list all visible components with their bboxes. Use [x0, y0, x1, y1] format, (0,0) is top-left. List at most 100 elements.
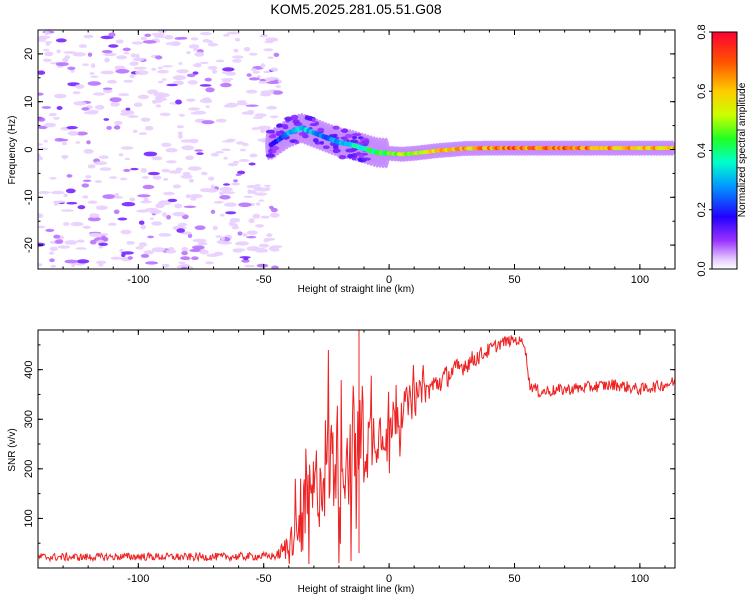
noise-blob [256, 202, 261, 206]
noise-blob [194, 51, 205, 57]
noise-blob [194, 149, 203, 152]
noise-blob [197, 241, 208, 246]
x-tick-label: -100 [127, 274, 149, 286]
noise-blob [161, 168, 170, 173]
noise-blob [56, 106, 63, 110]
noise-blob [190, 112, 201, 115]
noise-blob [59, 138, 69, 142]
noise-blob [77, 205, 86, 210]
noise-blob [181, 251, 188, 256]
noise-blob [254, 192, 268, 196]
noise-blob [175, 99, 182, 105]
noise-blob [86, 140, 91, 145]
noise-blob [227, 162, 238, 167]
noise-blob [115, 69, 130, 74]
noise-blob [76, 239, 85, 243]
noise-blob [151, 221, 163, 226]
noise-blob [223, 183, 230, 186]
noise-blob [239, 148, 247, 152]
noise-blob [87, 216, 101, 222]
noise-blob [178, 261, 186, 265]
noise-blob [110, 256, 121, 260]
noise-blob [222, 190, 230, 194]
noise-blob [207, 66, 218, 70]
noise-blob [38, 225, 46, 229]
noise-blob [95, 205, 108, 211]
colorbar-tick-label: 0.4 [696, 143, 708, 158]
noise-blob [230, 182, 241, 186]
noise-blob [151, 156, 163, 161]
noise-blob [196, 152, 204, 156]
noise-blob [252, 213, 261, 219]
noise-blob [66, 126, 78, 130]
ridge-blob [312, 138, 319, 143]
spectrogram-noise [38, 30, 283, 269]
noise-blob [130, 167, 139, 171]
noise-blob [151, 67, 157, 71]
noise-blob [256, 263, 269, 268]
snr-frame [37, 329, 676, 569]
noise-blob [202, 97, 211, 102]
noise-blob [241, 111, 254, 115]
noise-blob [109, 97, 122, 103]
noise-blob [212, 225, 218, 231]
noise-blob [271, 265, 279, 269]
noise-blob [43, 139, 48, 143]
noise-blob [109, 176, 118, 179]
noise-blob [165, 148, 178, 153]
noise-blob [87, 200, 98, 204]
noise-blob [168, 170, 182, 174]
noise-blob [90, 63, 96, 69]
y-tick-label: 400 [23, 360, 35, 378]
noise-blob [53, 234, 61, 239]
noise-blob [187, 166, 202, 171]
colorbar-label: Normalized spectral amplitude [737, 82, 748, 217]
noise-blob [99, 167, 112, 171]
noise-blob [236, 102, 248, 106]
noise-blob [162, 191, 175, 196]
noise-blob [82, 195, 89, 199]
noise-blob [108, 44, 119, 48]
noise-blob [262, 249, 268, 253]
noise-blob [248, 162, 256, 166]
noise-blob [57, 245, 71, 249]
noise-blob [207, 40, 214, 44]
noise-blob [165, 249, 177, 254]
noise-blob [132, 129, 138, 133]
noise-blob [140, 36, 148, 41]
noise-blob [213, 200, 224, 204]
noise-blob [54, 93, 67, 99]
noise-blob [166, 160, 177, 164]
noise-blob [199, 31, 212, 36]
noise-blob [254, 113, 267, 117]
noise-blob [250, 68, 257, 72]
x-tick-label: 50 [508, 573, 520, 585]
x-tick-label: -50 [256, 274, 272, 286]
noise-blob [124, 157, 130, 161]
noise-blob [100, 70, 115, 75]
noise-blob [191, 256, 199, 261]
noise-blob [193, 63, 202, 68]
noise-blob [190, 197, 197, 201]
noise-blob [181, 247, 189, 252]
noise-blob [132, 57, 145, 62]
noise-blob [180, 139, 193, 143]
noise-blob [220, 82, 232, 88]
noise-blob [42, 58, 52, 62]
noise-blob [194, 225, 206, 230]
ridge-blob [361, 157, 371, 161]
noise-blob [225, 211, 237, 215]
ridge-blob [298, 132, 304, 136]
noise-blob [269, 115, 279, 119]
noise-blob [99, 233, 109, 236]
noise-blob [103, 52, 117, 57]
noise-blob [89, 213, 100, 219]
noise-blob [199, 188, 212, 193]
noise-blob [121, 202, 136, 207]
ridge-blob [265, 129, 276, 134]
ridge-blob [292, 119, 300, 124]
ridge-blob [275, 132, 283, 137]
noise-blob [151, 32, 165, 36]
noise-blob [232, 249, 244, 253]
noise-blob [121, 146, 134, 150]
